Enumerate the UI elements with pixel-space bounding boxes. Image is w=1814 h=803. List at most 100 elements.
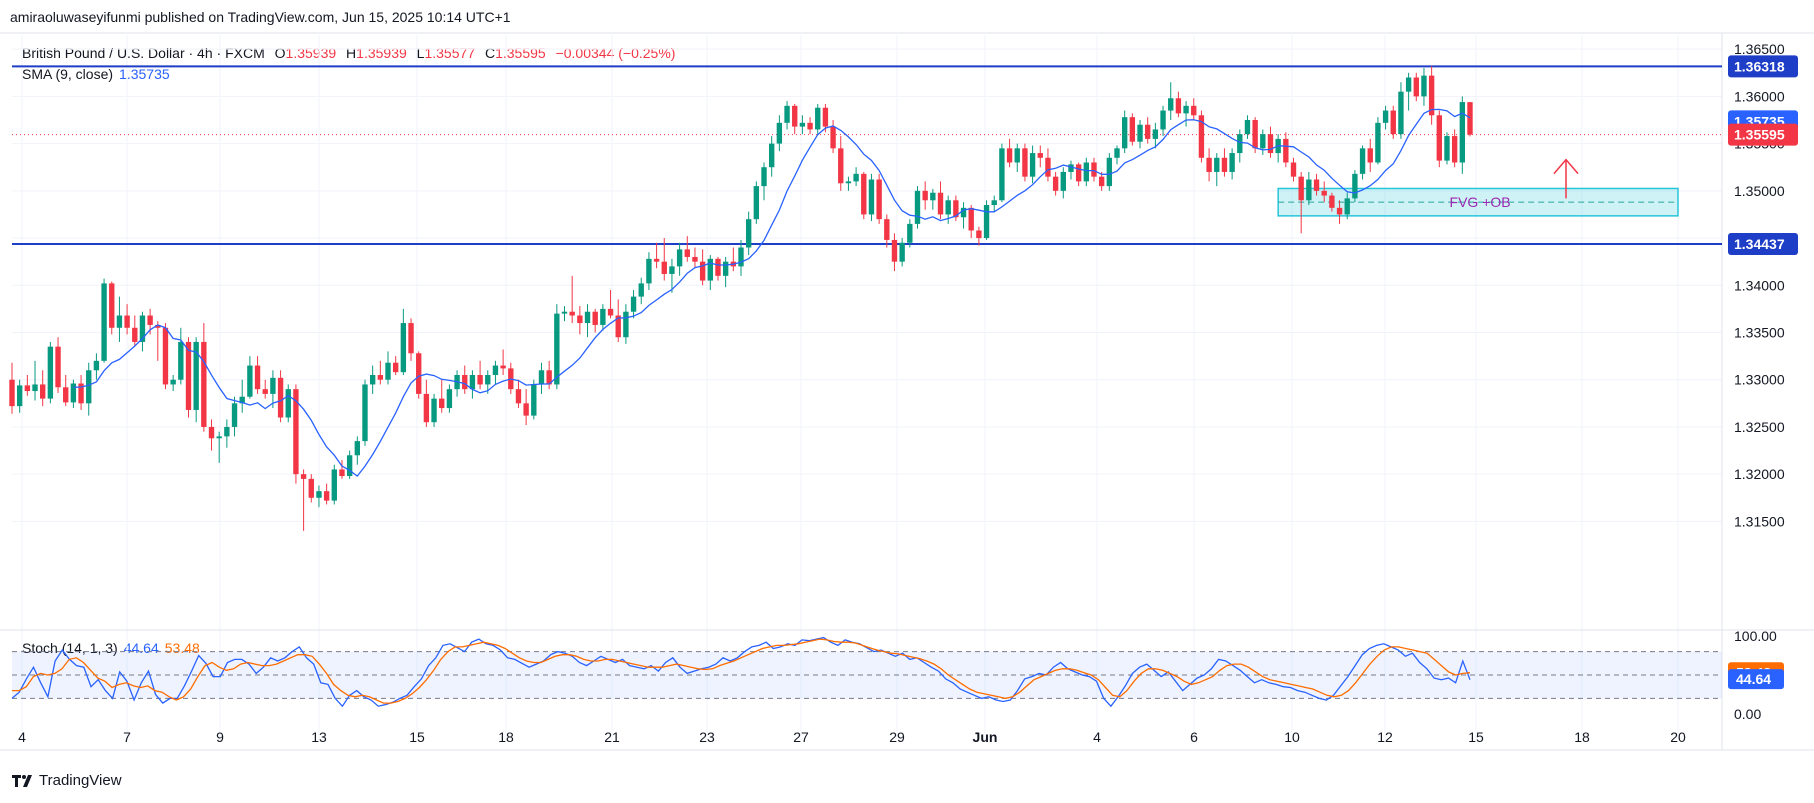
horizontal-levels[interactable] [12,65,1722,246]
time-tick-label: 10 [1284,729,1300,745]
candle-body [899,242,905,262]
candle-body [1344,198,1350,215]
candle-body [469,375,476,390]
candle-body [500,365,506,369]
candle-body [1160,110,1166,130]
candle-body [101,283,107,361]
candle-body [1306,179,1312,201]
candle-body [116,315,123,328]
candle-body [1244,120,1251,135]
candle-body [63,387,69,403]
sma-label: SMA (9, close) [22,66,114,82]
candle-body [1045,157,1051,177]
candle-body [676,249,683,267]
candle-body [339,469,345,477]
candle-body [124,315,130,328]
candle-body [976,230,982,239]
candle-body [1091,162,1097,177]
candle-body [462,375,468,390]
candle-body [577,315,583,324]
candle-body [139,315,146,342]
time-tick-label: 4 [18,729,26,745]
time-tick-label: 13 [311,729,327,745]
candle-body [1137,124,1143,142]
candle-body [669,266,675,274]
time-tick-label: 18 [498,729,514,745]
publish-attribution: amiraoluwaseyifunmi published on Trading… [10,9,511,25]
time-tick-label: Jun [973,729,998,745]
price-tick-label: 1.32000 [1734,466,1785,482]
candle-body [799,122,806,127]
candle-body [937,192,944,215]
candle-body [1290,162,1297,177]
candle-body [914,190,921,224]
target-arrow[interactable] [1553,158,1579,199]
time-axis[interactable]: 4 7 9 13 15 18 21 23 27 29 Jun 4 6 10 12 15 18 20 [18,729,1686,745]
candle-body [653,258,660,262]
price-tick-label: 1.35000 [1734,183,1785,199]
candle-body [178,341,184,380]
candle-body [385,362,391,380]
candle-body [891,239,898,262]
time-tick-label: 9 [216,729,224,745]
candle-body [247,365,253,397]
tradingview-logo-icon [12,774,32,787]
candle-body [838,148,844,184]
price-axis[interactable]: 1.365001.360001.355001.350001.345001.340… [1728,41,1798,722]
candle-body [308,478,314,498]
candle-body [930,192,936,201]
candle-body [1336,207,1343,215]
candle-body [1298,176,1304,201]
candle-body [1398,91,1404,135]
candle-body [477,375,483,385]
candle-body [1444,136,1450,161]
candle-body [983,205,990,239]
candle-body [1352,173,1358,199]
time-tick-label: 15 [1468,729,1484,745]
tradingview-logo[interactable]: TradingView [12,772,122,789]
candle-body [431,398,437,423]
candle-body [392,362,399,373]
candle-body [155,324,161,328]
time-tick-label: 15 [409,729,425,745]
sma-polyline [73,108,1471,478]
sma-line [73,108,1471,478]
candle-body [9,379,15,407]
candle-body [369,375,376,385]
candle-body [1114,148,1120,158]
candle-body [132,327,138,342]
candle-body [1451,136,1458,163]
candle-body [1359,148,1366,174]
candle-body [1237,134,1243,154]
candle-body [485,375,491,385]
candle-body [630,296,637,312]
candle-body [1060,171,1066,191]
sma-legend[interactable]: SMA (9, close) 1.35735 [22,66,170,82]
candle-body [1175,98,1182,114]
candle-body [1252,120,1258,149]
candle-body [853,173,859,182]
candle-body [861,173,867,215]
stoch-band [12,651,1722,699]
level-price-tag-bg [1728,55,1798,78]
candle-body [231,403,238,427]
candle-body [416,353,422,394]
candle-body [1121,117,1128,149]
candle-body [1106,157,1113,187]
open-label: O [274,45,286,61]
time-tick-label: 29 [889,729,905,745]
stoch-k-tag: 44.64 [1736,671,1771,687]
candle-body [1206,157,1212,172]
candle-body [1267,134,1274,154]
candle-body [991,200,997,205]
candle-body [1052,176,1059,191]
candle-body [285,389,291,418]
candle-body [684,249,690,257]
candle-body [1029,153,1036,177]
low-label: L [416,45,425,61]
candle-body [323,491,330,501]
candle-body [722,261,729,276]
candle-body [884,219,890,240]
candle-body [446,389,453,409]
